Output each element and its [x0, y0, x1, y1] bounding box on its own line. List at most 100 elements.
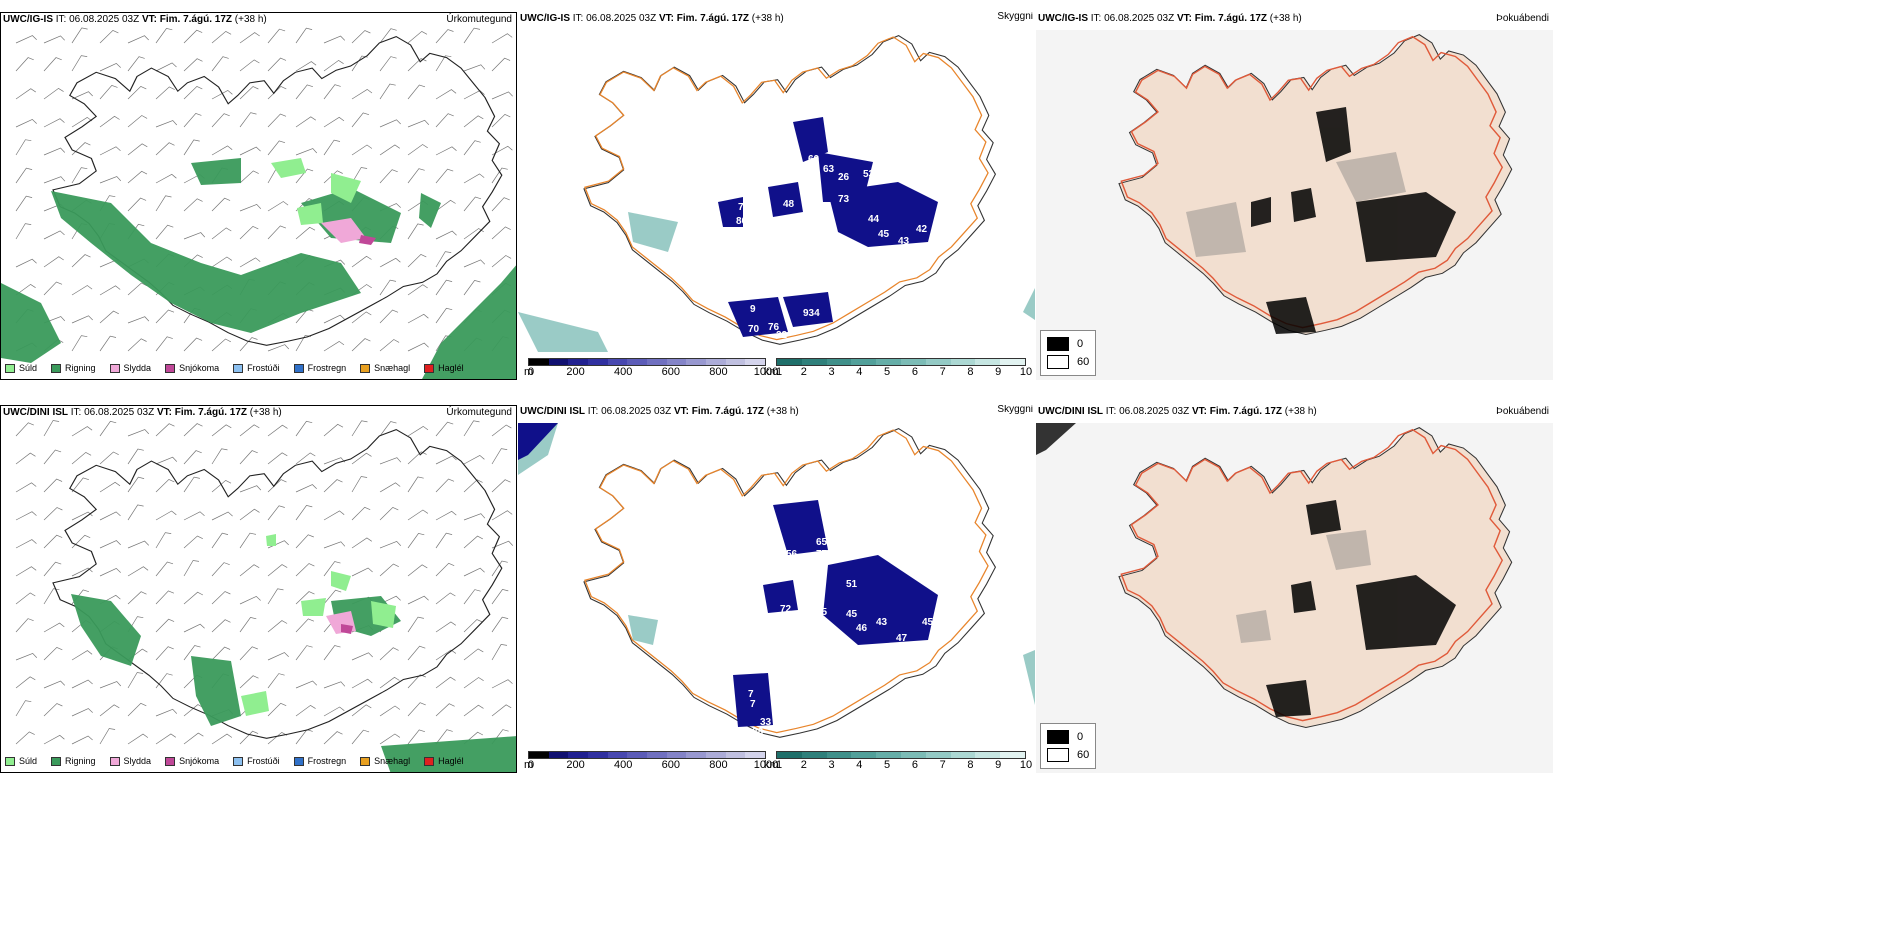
wind-barb [379, 733, 401, 745]
wind-barb [491, 424, 512, 437]
wind-barb [295, 148, 318, 156]
lead-time: (+38 h) [234, 14, 267, 25]
wind-barb [491, 679, 513, 689]
swatch [360, 363, 371, 373]
wind-barb [407, 564, 428, 577]
wind-barb [71, 142, 91, 156]
wind-barb [183, 112, 202, 128]
swatch [293, 363, 304, 373]
legend-item: Slydda [109, 756, 151, 766]
colorbar-swatch [725, 359, 746, 365]
wind-barb [379, 563, 399, 577]
wind-barb [407, 253, 427, 268]
wind-barb [127, 170, 148, 184]
wind-barb [155, 86, 175, 100]
wind-barb [379, 309, 399, 324]
wind-barb [71, 285, 93, 296]
wind-barb [435, 199, 456, 212]
precip-panel-dini: UWC/DINI ISL IT: 06.08.2025 03Z VT: Fim.… [0, 405, 517, 773]
wind-barb [211, 646, 231, 661]
wind-barb [211, 532, 229, 549]
wind-barb [239, 337, 258, 352]
fog-panel-dini: UWC/DINI ISL IT: 06.08.2025 03Z VT: Fim.… [1036, 405, 1553, 773]
wind-barb [351, 452, 372, 465]
init-time: IT: 06.08.2025 03Z [587, 406, 672, 417]
wind-barb [379, 457, 402, 465]
wind-barb [43, 256, 64, 268]
wind-barb [99, 115, 120, 128]
wind-barb [127, 702, 147, 717]
wind-barb [71, 315, 93, 324]
precip-legend: Súld Rigning Slydda Snjókoma Frostúði Fr… [5, 361, 464, 375]
wind-barb [239, 86, 259, 100]
legend-item: Rigning [51, 363, 96, 373]
colorbar-swatches [528, 751, 766, 759]
wind-barb [211, 511, 233, 521]
swatch [233, 756, 244, 766]
fog-haze [1186, 152, 1406, 257]
wind-barb [155, 708, 178, 717]
colorbar-swatch [725, 752, 746, 758]
wind-barb [463, 589, 481, 605]
wind-barb [267, 588, 284, 605]
wind-barb [15, 511, 37, 521]
wind-barb [43, 703, 63, 717]
wind-barb [71, 55, 88, 72]
wind-barb [267, 113, 287, 128]
wind-barb [267, 225, 287, 240]
wind-barb [211, 113, 230, 128]
wind-barb [407, 451, 427, 465]
colorbar-swatch [777, 752, 802, 758]
colorbar-swatch [925, 359, 951, 365]
wind-barb [407, 58, 427, 72]
fog-map [1036, 30, 1553, 380]
visibility-colorbar: km 1 2 3 4 5 6 7 8 9 10 [764, 358, 1032, 378]
colorbar-swatch [666, 359, 687, 365]
colorbar-swatch [529, 752, 549, 758]
ceiling-label: 60 [808, 154, 820, 165]
wind-barb [295, 61, 317, 72]
wind-barb [15, 223, 32, 240]
wind-barb [155, 309, 175, 324]
wind-barb [155, 733, 176, 745]
wind-barb [183, 591, 204, 605]
legend-label: Snjókoma [179, 363, 220, 373]
colorbar-tick: 8 [967, 366, 974, 378]
wind-barb [99, 285, 121, 296]
wind-barb [267, 620, 288, 633]
colorbar-swatch [801, 359, 827, 365]
colorbar-swatch [925, 752, 951, 758]
wind-barb [379, 482, 401, 493]
ceiling-label: 45 [861, 547, 873, 558]
wind-barb [15, 283, 36, 296]
wind-barb [491, 33, 513, 44]
wind-barb [43, 478, 63, 493]
valid-time: Fim. 7.ágú. 17Z [159, 14, 232, 25]
ceiling-label: 48 [783, 199, 795, 210]
model-name: UWC/IG-IS [1038, 13, 1088, 24]
wind-barb [463, 27, 481, 44]
wind-barb [323, 510, 345, 521]
wind-barb [379, 647, 399, 661]
wind-barb [435, 649, 457, 661]
wind-barb [379, 595, 401, 605]
wind-barb [323, 84, 341, 100]
fog-areas [1251, 107, 1456, 334]
wind-barb [155, 28, 173, 44]
colorbar-swatch [826, 752, 852, 758]
wind-barb [15, 592, 36, 605]
wind-barb [267, 652, 289, 661]
lead-time: (+38 h) [249, 407, 282, 418]
init-time: IT: 06.08.2025 03Z [70, 407, 155, 418]
snow-areas [341, 624, 353, 634]
wind-barb [267, 702, 287, 717]
colorbar-ticks: 1 2 3 4 5 6 7 8 9 10 [776, 366, 1032, 378]
colorbar-swatch [975, 359, 1001, 365]
panel-header: UWC/IG-IS IT: 06.08.2025 03Z VT: Fim. 7.… [1036, 12, 1553, 28]
wind-barb [183, 535, 203, 549]
wind-barb [239, 508, 260, 521]
swatch [51, 756, 62, 766]
wind-barb [71, 567, 93, 577]
